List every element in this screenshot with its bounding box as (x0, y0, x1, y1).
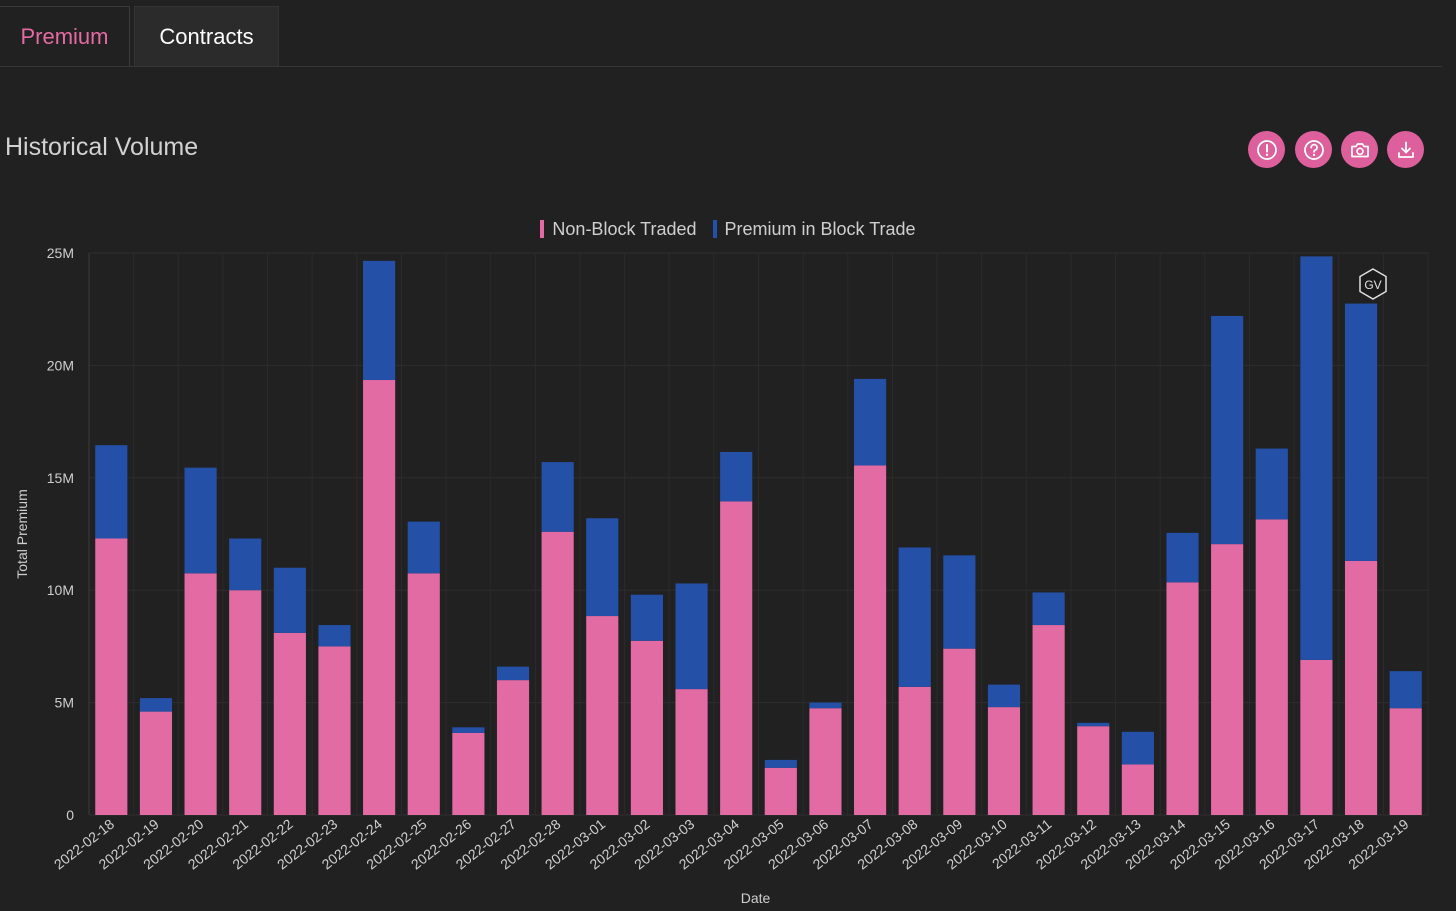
screenshot-button[interactable] (1341, 131, 1378, 168)
bar-block-trade (363, 260, 396, 381)
bar-non-block (898, 686, 931, 815)
bar-non-block (1344, 560, 1378, 815)
bar-non-block (943, 648, 976, 815)
bar-block-trade (943, 555, 976, 649)
bar-block-trade (720, 451, 753, 502)
bar-block-trade (1300, 256, 1333, 660)
bar-block-trade (541, 462, 574, 532)
bar-block-trade (452, 727, 485, 733)
legend-swatch-block (712, 220, 717, 238)
bar-non-block (1121, 764, 1154, 815)
bar-non-block (541, 531, 574, 815)
x-axis-title: Date (741, 890, 771, 906)
bar-non-block (363, 380, 396, 815)
bar-block-trade (1211, 315, 1244, 545)
bar-block-trade (1077, 722, 1110, 727)
legend-label-non-block: Non-Block Traded (552, 218, 697, 239)
bar-non-block (273, 632, 306, 815)
bar-block-trade (987, 684, 1021, 708)
y-axis-title: Total Premium (14, 489, 30, 578)
bar-non-block (809, 708, 842, 815)
tab-bar: Premium Contracts (0, 0, 1442, 67)
bar-non-block (764, 767, 797, 815)
bar-non-block (630, 640, 663, 815)
chart-legend: Non-Block Traded Premium in Block Trade (0, 216, 1456, 242)
bar-block-trade (1344, 303, 1378, 561)
legend-swatch-non-block (540, 220, 545, 238)
bar-non-block (229, 590, 262, 815)
bar-block-trade (1255, 448, 1288, 520)
bar-non-block (318, 646, 351, 815)
y-tick-label: 15M (47, 470, 74, 486)
bar-block-trade (764, 759, 797, 768)
y-tick-label: 25M (47, 245, 74, 261)
bar-non-block (675, 689, 708, 815)
bar-non-block (1300, 659, 1333, 815)
bar-non-block (95, 538, 128, 815)
bar-block-trade (407, 521, 440, 574)
bar-block-trade (139, 698, 173, 712)
legend-item-block[interactable]: Premium in Block Trade (712, 216, 916, 242)
bar-block-trade (273, 567, 306, 633)
camera-icon (1350, 142, 1369, 157)
bar-block-trade (1121, 731, 1154, 765)
y-tick-label: 20M (47, 357, 74, 373)
alert-icon (1256, 139, 1277, 160)
bar-non-block (720, 501, 753, 815)
watermark-badge: GV (1359, 268, 1387, 300)
bar-non-block (1032, 625, 1065, 815)
alert-button[interactable] (1248, 131, 1285, 168)
bar-block-trade (496, 666, 530, 681)
tab-premium[interactable]: Premium (0, 6, 130, 66)
y-tick-label: 0 (66, 807, 74, 823)
bar-block-trade (898, 547, 931, 687)
bar-block-trade (1032, 592, 1065, 626)
bar-non-block (452, 732, 485, 815)
bar-non-block (987, 707, 1021, 815)
bar-non-block (1077, 726, 1110, 815)
bar-non-block (184, 573, 217, 815)
bar-block-trade (229, 538, 262, 591)
bar-block-trade (318, 625, 351, 647)
bar-non-block (1166, 582, 1199, 815)
bar-block-trade (586, 518, 619, 617)
watermark-text: GV (1364, 278, 1381, 292)
bar-non-block (496, 680, 530, 815)
y-tick-label: 10M (47, 582, 74, 598)
help-button[interactable] (1295, 131, 1332, 168)
bar-block-trade (809, 702, 842, 709)
tab-contracts[interactable]: Contracts (134, 6, 279, 66)
bar-non-block (1211, 544, 1244, 815)
bar-non-block (586, 616, 619, 815)
legend-label-block: Premium in Block Trade (724, 218, 916, 239)
download-icon (1397, 141, 1414, 158)
bar-block-trade (675, 583, 708, 690)
bar-block-trade (854, 378, 887, 466)
bar-non-block (139, 711, 173, 815)
bar-block-trade (1389, 671, 1422, 709)
bar-block-trade (1166, 532, 1199, 583)
bar-non-block (407, 573, 440, 815)
legend-item-non-block[interactable]: Non-Block Traded (540, 216, 697, 242)
bar-block-trade (630, 594, 663, 641)
y-tick-label: 5M (55, 695, 74, 711)
bar-non-block (1389, 708, 1422, 815)
bar-non-block (1255, 519, 1288, 815)
bar-non-block (854, 465, 887, 815)
bar-block-trade (184, 467, 217, 574)
bar-block-trade (95, 445, 128, 539)
help-icon (1303, 139, 1324, 160)
section-title: Historical Volume (5, 133, 199, 161)
download-button[interactable] (1387, 131, 1424, 168)
